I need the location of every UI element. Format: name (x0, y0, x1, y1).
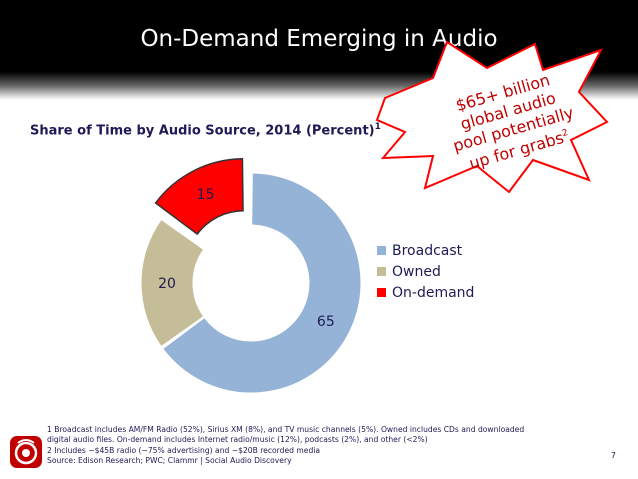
chart-title-text: Share of Time by Audio Source, 2014 (Per… (30, 123, 375, 139)
data-label-owned: 20 (158, 276, 176, 292)
chart-title-footnote-mark: 1 (374, 122, 381, 132)
chart-legend: Broadcast Owned On-demand (377, 240, 474, 303)
legend-item-broadcast: Broadcast (377, 240, 474, 261)
legend-item-owned: Owned (377, 261, 474, 282)
data-label-broadcast: 65 (317, 314, 335, 330)
slice-on-demand (154, 157, 244, 236)
source-line: Source: Edison Research; PWC; Clammr | S… (47, 456, 292, 466)
page-number: 7 (610, 451, 616, 460)
clammr-logo-icon (10, 436, 42, 468)
legend-item-on-demand: On-demand (377, 282, 474, 303)
data-label-on-demand: 15 (197, 187, 215, 203)
slice-broadcast (162, 172, 362, 394)
legend-label-owned: Owned (392, 263, 441, 280)
chart-title: Share of Time by Audio Source, 2014 (Per… (30, 122, 381, 138)
legend-swatch-broadcast (377, 246, 386, 255)
legend-swatch-on-demand (377, 288, 386, 297)
footnote-line: 2 Includes ~$45B radio (~75% advertising… (47, 445, 321, 455)
footnotes: 1 Broadcast includes AM/FM Radio (52%), … (47, 425, 524, 467)
starburst-callout-shape (375, 40, 609, 194)
legend-label-on-demand: On-demand (392, 284, 475, 301)
slide-title: On-Demand Emerging in Audio (140, 26, 498, 52)
legend-swatch-owned (377, 267, 386, 276)
legend-label-broadcast: Broadcast (392, 242, 463, 259)
footnote-line: digital audio files. On-demand includes … (47, 435, 428, 445)
slice-owned (140, 218, 205, 348)
footnote-line: 1 Broadcast includes AM/FM Radio (52%), … (47, 425, 525, 434)
